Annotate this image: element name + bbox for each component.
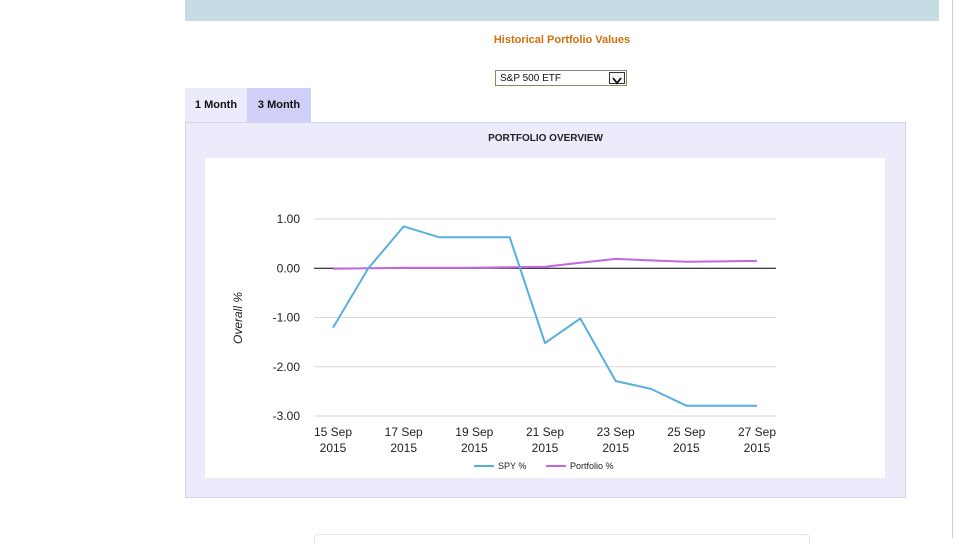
window-edge [952,0,953,538]
chart-title: PORTFOLIO OVERVIEW [488,133,603,144]
header-bar [185,0,939,21]
chart-area [205,158,885,478]
tab-3-month[interactable]: 3 Month [247,88,311,122]
fund-select-value: S&P 500 ETF [500,73,561,84]
tab-1-month[interactable]: 1 Month [185,88,247,122]
fund-select[interactable]: S&P 500 ETF [495,70,627,86]
chevron-down-icon[interactable] [609,72,625,85]
lower-panel-edge [314,534,810,545]
page-title: Historical Portfolio Values [493,34,631,46]
